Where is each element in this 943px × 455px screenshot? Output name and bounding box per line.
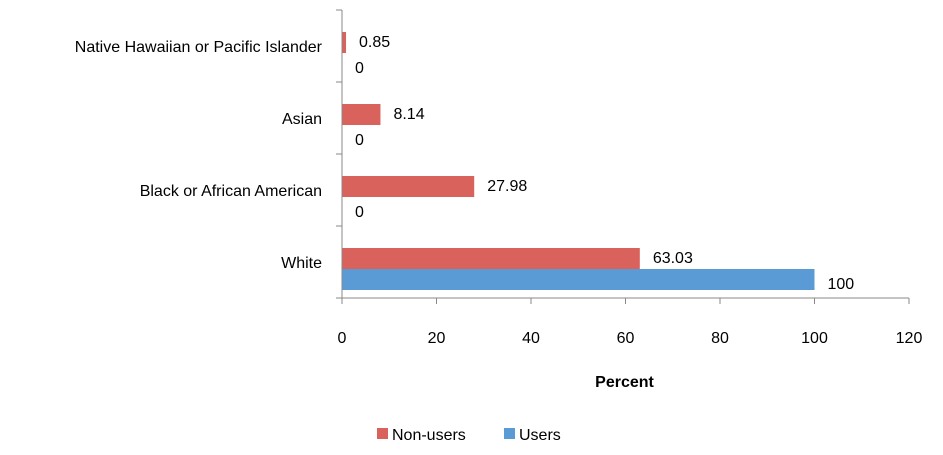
category-label: Native Hawaiian or Pacific Islander (75, 39, 323, 56)
data-label: 0 (355, 132, 364, 149)
bars (342, 32, 815, 290)
x-tick-labels: 0 20 40 60 80 100 120 (338, 330, 923, 347)
legend-label: Users (519, 427, 561, 444)
data-label: 63.03 (653, 250, 693, 267)
bar-users (342, 269, 815, 290)
category-labels: Native Hawaiian or Pacific Islander Asian… (75, 39, 323, 272)
legend-label: Non-users (392, 427, 466, 444)
legend: Non-users Users (377, 427, 561, 444)
x-tick-label: 0 (338, 330, 347, 347)
bar-non-users (342, 104, 381, 125)
category-label: Asian (282, 111, 322, 128)
bar-non-users (342, 248, 640, 269)
x-tick-label: 100 (801, 330, 828, 347)
bar-non-users (342, 176, 475, 197)
category-label: Black or African American (140, 183, 322, 200)
data-label: 0 (355, 60, 364, 77)
x-tick-label: 20 (428, 330, 446, 347)
data-label: 27.98 (487, 178, 527, 195)
legend-swatch-non-users (377, 428, 388, 439)
data-label: 100 (828, 276, 855, 293)
x-tick-label: 40 (522, 330, 540, 347)
x-axis-title: Percent (595, 374, 654, 391)
bar-non-users (342, 32, 347, 53)
data-label: 8.14 (393, 106, 424, 123)
x-tick-label: 80 (711, 330, 729, 347)
data-label: 0 (355, 204, 364, 221)
data-labels: 0.85 0 8.14 0 27.98 0 63.03 100 (355, 34, 854, 293)
data-label: 0.85 (359, 34, 390, 51)
category-label: White (281, 255, 322, 272)
axes (336, 9, 910, 304)
x-tick-label: 60 (617, 330, 635, 347)
legend-swatch-users (504, 428, 515, 439)
x-tick-label: 120 (896, 330, 923, 347)
